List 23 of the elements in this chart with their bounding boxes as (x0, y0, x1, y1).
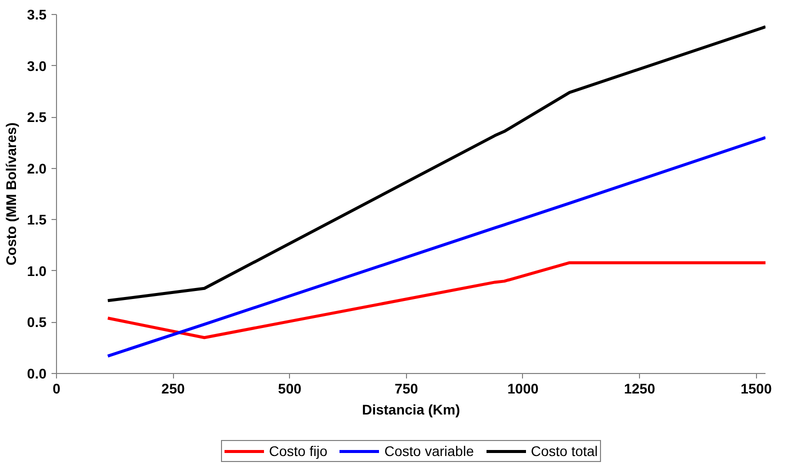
y-axis-title: Costo (MM Bolívares) (3, 122, 20, 266)
x-tick-label: 250 (161, 380, 186, 396)
y-tick-label: 1.5 (27, 212, 47, 228)
x-tick-label: 750 (394, 380, 418, 396)
line-series (106, 136, 766, 358)
y-tick-label: 2.0 (27, 160, 47, 176)
y-tick-label: 3.0 (27, 58, 47, 74)
x-tick-label: 0 (52, 380, 61, 396)
y-tick-label: 3.5 (27, 6, 47, 22)
x-tick-label: 1000 (507, 380, 539, 396)
x-tick-label: 500 (278, 380, 302, 396)
line-series (106, 261, 766, 340)
y-tick-label: 0.0 (27, 366, 47, 382)
x-tick-label: 1250 (624, 380, 656, 396)
x-tick-label: 1500 (740, 380, 772, 396)
y-tick-label: 0.5 (27, 314, 47, 330)
line-series (106, 25, 766, 302)
legend-label: Costo total (530, 443, 598, 459)
x-axis-title: Distancia (Km) (362, 402, 460, 418)
y-tick-label: 1.0 (27, 262, 47, 279)
legend-label: Costo fijo (269, 443, 328, 459)
y-tick-label: 2.5 (27, 109, 47, 126)
legend-label: Costo variable (384, 443, 474, 459)
